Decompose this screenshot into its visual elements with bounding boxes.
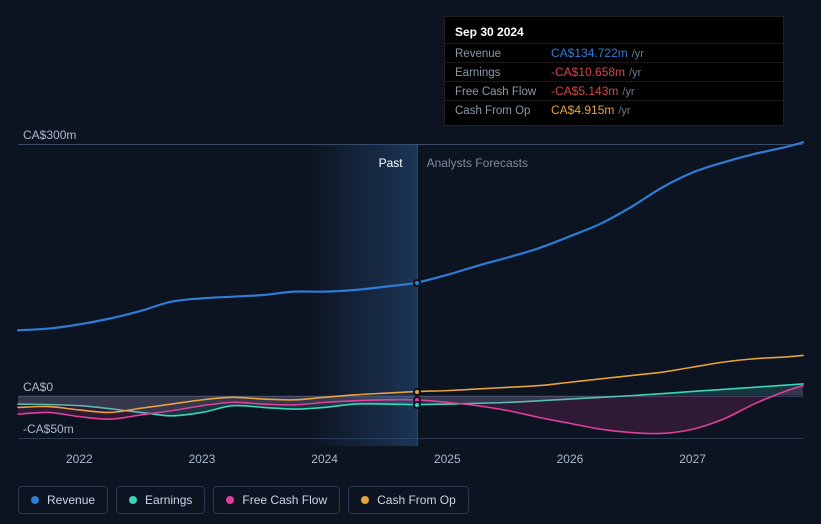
tooltip-value: -CA$5.143m xyxy=(551,84,618,98)
legend-label: Free Cash Flow xyxy=(242,493,327,507)
tooltip-row: RevenueCA$134.722m/yr xyxy=(445,43,783,62)
legend-dot-icon xyxy=(31,496,39,504)
legend-item-revenue[interactable]: Revenue xyxy=(18,486,108,514)
tooltip-unit: /yr xyxy=(629,67,641,79)
x-axis-label: 2026 xyxy=(557,452,584,466)
tooltip-label: Cash From Op xyxy=(455,105,551,117)
legend-dot-icon xyxy=(226,496,234,504)
x-axis-label: 2025 xyxy=(434,452,461,466)
x-axis-label: 2023 xyxy=(189,452,216,466)
tooltip-row: Cash From OpCA$4.915m/yr xyxy=(445,100,783,119)
tooltip-unit: /yr xyxy=(618,105,630,117)
legend-item-cfo[interactable]: Cash From Op xyxy=(348,486,469,514)
tooltip-label: Earnings xyxy=(455,67,551,79)
legend-label: Cash From Op xyxy=(377,493,456,507)
tooltip-row: Free Cash Flow-CA$5.143m/yr xyxy=(445,81,783,100)
legend-dot-icon xyxy=(129,496,137,504)
tooltip-unit: /yr xyxy=(622,86,634,98)
marker-earnings xyxy=(413,401,421,409)
tooltip-row: Earnings-CA$10.658m/yr xyxy=(445,62,783,81)
legend-dot-icon xyxy=(361,496,369,504)
tooltip-value: CA$134.722m xyxy=(551,46,628,60)
marker-revenue xyxy=(413,279,421,287)
tooltip-date: Sep 30 2024 xyxy=(445,23,783,43)
legend-item-fcf[interactable]: Free Cash Flow xyxy=(213,486,340,514)
series-line-revenue xyxy=(18,142,803,330)
x-axis-label: 2022 xyxy=(66,452,93,466)
legend: Revenue Earnings Free Cash Flow Cash From O… xyxy=(18,486,469,514)
tooltip-label: Revenue xyxy=(455,48,551,60)
x-axis-label: 2027 xyxy=(679,452,706,466)
legend-label: Earnings xyxy=(145,493,192,507)
tooltip: Sep 30 2024RevenueCA$134.722m/yrEarnings… xyxy=(444,16,784,126)
legend-label: Revenue xyxy=(47,493,95,507)
tooltip-unit: /yr xyxy=(632,48,644,60)
tooltip-value: -CA$10.658m xyxy=(551,65,625,79)
marker-cfo xyxy=(413,388,421,396)
tooltip-value: CA$4.915m xyxy=(551,103,614,117)
tooltip-label: Free Cash Flow xyxy=(455,86,551,98)
x-axis-label: 2024 xyxy=(311,452,338,466)
legend-item-earnings[interactable]: Earnings xyxy=(116,486,205,514)
